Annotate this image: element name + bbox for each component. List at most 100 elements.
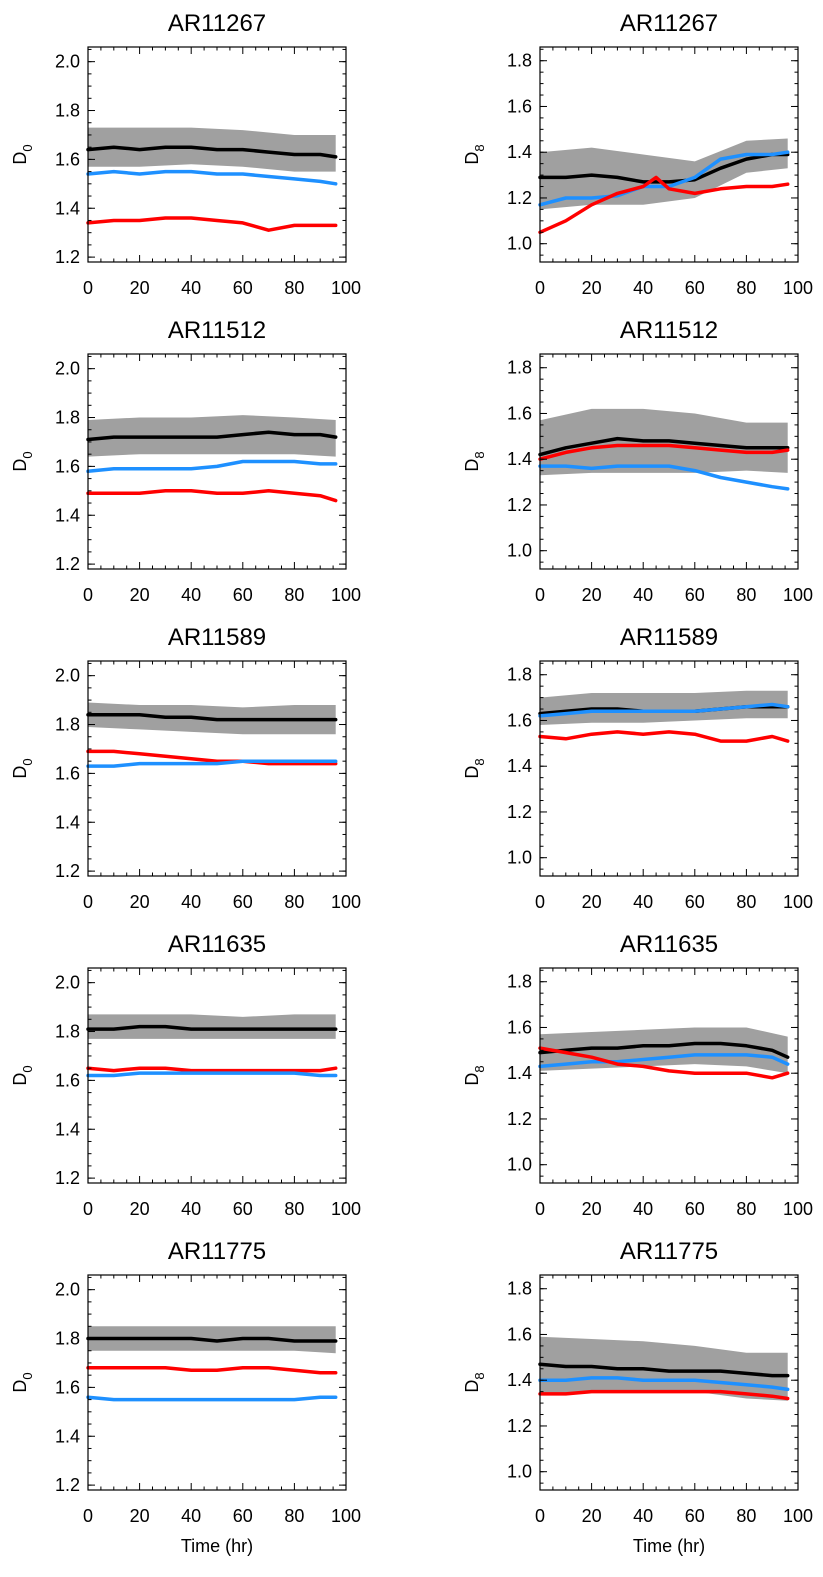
series-line-blue bbox=[86, 759, 338, 768]
y-tick-label: 1.4 bbox=[507, 1063, 532, 1083]
y-tick-label: 2.0 bbox=[55, 1280, 80, 1300]
panel-title: AR11589 bbox=[620, 624, 718, 651]
x-tick-label: 60 bbox=[685, 1506, 705, 1526]
y-tick-label: 1.8 bbox=[55, 408, 80, 428]
y-axis-label: D0 bbox=[10, 758, 35, 778]
y-tick-label: 1.8 bbox=[55, 101, 80, 121]
y-tick-label: 2.0 bbox=[55, 973, 80, 993]
y-tick-label: 1.4 bbox=[507, 449, 532, 469]
y-tick-label: 1.0 bbox=[507, 1462, 532, 1482]
x-tick-label: 80 bbox=[736, 278, 756, 298]
y-tick-label: 1.2 bbox=[507, 495, 532, 515]
chart-panel-10: 0 20 40 60 80 100 1.0 1.2 1.4 1.6 1.8 AR11775 D8 Time… bbox=[462, 1238, 813, 1556]
y-tick-label: 1.6 bbox=[507, 1017, 532, 1037]
series-line-black bbox=[86, 713, 338, 722]
y-tick-label: 1.8 bbox=[507, 51, 532, 71]
x-tick-label: 100 bbox=[331, 892, 361, 912]
y-axis-label-subscript: 0 bbox=[20, 451, 35, 458]
x-tick-label: 100 bbox=[331, 1199, 361, 1219]
x-tick-label: 20 bbox=[130, 585, 150, 605]
x-tick-label: 100 bbox=[783, 892, 813, 912]
y-tick-label: 1.2 bbox=[55, 554, 80, 574]
y-tick-label: 1.2 bbox=[55, 861, 80, 881]
series-line-red bbox=[538, 1389, 790, 1401]
series-line-blue bbox=[86, 459, 338, 474]
x-tick-label: 20 bbox=[130, 1506, 150, 1526]
x-tick-label: 80 bbox=[284, 1506, 304, 1526]
series-line-red bbox=[86, 489, 338, 503]
y-tick-label: 1.4 bbox=[507, 142, 532, 162]
y-axis-label: D8 bbox=[462, 451, 487, 471]
x-tick-label: 0 bbox=[535, 892, 545, 912]
series-line-red bbox=[538, 1046, 790, 1080]
y-tick-label: 1.4 bbox=[507, 1370, 532, 1390]
x-tick-label: 60 bbox=[233, 1506, 253, 1526]
x-tick-label: 80 bbox=[284, 892, 304, 912]
series-line-black bbox=[538, 1362, 790, 1378]
y-axis-label-subscript: 0 bbox=[20, 1065, 35, 1072]
series-line-black bbox=[86, 430, 338, 442]
x-tick-label: 80 bbox=[736, 1199, 756, 1219]
y-tick-label: 1.8 bbox=[507, 1279, 532, 1299]
x-tick-label: 80 bbox=[284, 278, 304, 298]
y-tick-label: 1.2 bbox=[507, 802, 532, 822]
chart-panel-9: 0 20 40 60 80 1001.21.41.61.82.0AR11775D0Time… bbox=[10, 1238, 361, 1556]
x-tick-label: 60 bbox=[685, 585, 705, 605]
x-tick-label: 60 bbox=[685, 892, 705, 912]
series-line-red bbox=[86, 1066, 338, 1073]
y-axis-label-main: D bbox=[10, 459, 30, 472]
y-axis-label: D8 bbox=[462, 144, 487, 164]
x-tick-label: 20 bbox=[582, 278, 602, 298]
y-tick-label: 1.6 bbox=[55, 1377, 80, 1397]
y-axis-label-subscript: 0 bbox=[20, 144, 35, 151]
y-axis-label-subscript: 8 bbox=[472, 758, 487, 765]
y-tick-label: 1.2 bbox=[507, 1416, 532, 1436]
y-axis-label-main: D bbox=[462, 1073, 482, 1086]
x-tick-label: 40 bbox=[181, 892, 201, 912]
series-line-black bbox=[538, 1041, 790, 1059]
y-tick-label: 1.6 bbox=[507, 710, 532, 730]
y-axis-label-main: D bbox=[462, 766, 482, 779]
x-tick-label: 60 bbox=[233, 278, 253, 298]
uncertainty-band bbox=[540, 690, 788, 725]
y-tick-label: 1.4 bbox=[55, 812, 80, 832]
y-axis-label: D0 bbox=[10, 144, 35, 164]
y-tick-label: 1.2 bbox=[507, 1109, 532, 1129]
y-tick-label: 1.2 bbox=[55, 247, 80, 267]
x-tick-label: 20 bbox=[130, 892, 150, 912]
x-tick-label: 60 bbox=[233, 585, 253, 605]
uncertainty-band bbox=[540, 1336, 788, 1401]
panel-title: AR11267 bbox=[620, 10, 718, 37]
panel-title: AR11267 bbox=[168, 10, 266, 37]
x-tick-label: 100 bbox=[783, 1506, 813, 1526]
uncertainty-band bbox=[540, 138, 788, 210]
y-tick-label: 1.0 bbox=[507, 234, 532, 254]
y-axis-label-subscript: 8 bbox=[472, 1372, 487, 1379]
y-tick-label: 1.0 bbox=[507, 541, 532, 561]
y-tick-label: 1.0 bbox=[507, 848, 532, 868]
y-tick-label: 1.8 bbox=[55, 715, 80, 735]
x-tick-label: 80 bbox=[284, 1199, 304, 1219]
y-axis-label: D0 bbox=[10, 1065, 35, 1085]
y-tick-label: 1.2 bbox=[55, 1475, 80, 1495]
series-line-red bbox=[86, 216, 338, 232]
x-tick-label: 0 bbox=[83, 892, 93, 912]
plot-frame bbox=[87, 1274, 347, 1491]
x-tick-label: 0 bbox=[83, 1199, 93, 1219]
x-tick-label: 60 bbox=[685, 1199, 705, 1219]
panel-title: AR11589 bbox=[168, 624, 266, 651]
x-tick-label: 20 bbox=[582, 892, 602, 912]
x-tick-label: 20 bbox=[130, 1199, 150, 1219]
series-line-blue bbox=[538, 1053, 790, 1069]
x-tick-label: 0 bbox=[83, 278, 93, 298]
y-tick-label: 1.8 bbox=[55, 1022, 80, 1042]
series-line-blue bbox=[86, 169, 338, 186]
y-tick-label: 1.4 bbox=[55, 1426, 80, 1446]
y-tick-label: 2.0 bbox=[55, 359, 80, 379]
series-line-blue bbox=[538, 702, 790, 718]
panel-title: AR11635 bbox=[168, 931, 266, 958]
